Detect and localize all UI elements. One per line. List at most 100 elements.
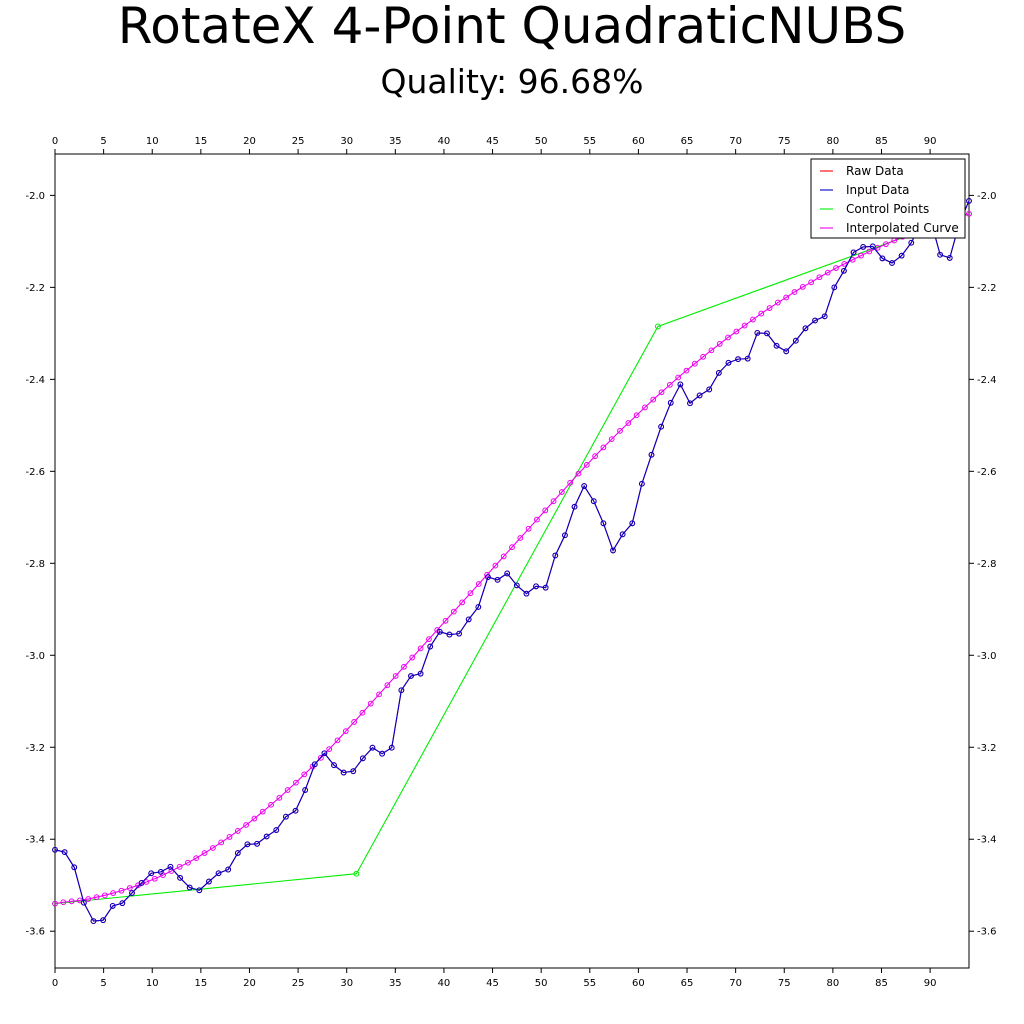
input-data-point <box>427 643 434 650</box>
input-data-line <box>54 200 970 922</box>
input-data-point <box>234 850 241 856</box>
input-data-point <box>831 284 838 291</box>
raw-data-line <box>54 200 970 922</box>
input-data-point <box>860 244 867 250</box>
y-tick-label-right: -2.4 <box>977 375 997 386</box>
interpolated-curve-point <box>417 645 424 652</box>
interpolated-curve-point <box>492 562 499 569</box>
interpolated-curve-point <box>268 801 274 808</box>
interpolated-curve-point <box>509 544 515 551</box>
interpolated-curve-point <box>326 746 333 752</box>
interpolated-curve-point <box>642 404 648 411</box>
input-data-point <box>533 583 539 590</box>
input-data-point <box>225 866 232 873</box>
input-data-point <box>446 631 453 638</box>
y-tick-label-left: -3.2 <box>25 743 45 754</box>
y-tick-label-right: -2.8 <box>977 559 997 570</box>
input-data-point <box>504 570 511 577</box>
interpolated-curve-point <box>201 850 208 856</box>
interpolated-curve-point <box>118 887 125 894</box>
interpolated-curve-point <box>218 839 225 846</box>
interpolated-curve-point <box>650 396 657 403</box>
x-tick-label-bottom: 25 <box>292 978 305 989</box>
plot-frame <box>54 153 970 969</box>
x-tick-label-bottom: 85 <box>875 978 888 989</box>
x-tick-label-bottom: 70 <box>729 978 742 989</box>
input-data-point <box>359 755 366 762</box>
input-data-point <box>283 813 289 820</box>
x-tick-label-top: 0 <box>52 136 58 147</box>
input-data-point <box>677 381 684 388</box>
input-data-point <box>715 370 722 376</box>
chart-title: RotateX 4-Point QuadraticNUBS <box>117 0 907 55</box>
interpolated-curve-point <box>625 420 632 426</box>
y-tick-label-right: -2.2 <box>977 283 997 294</box>
x-tick-label-bottom: 35 <box>389 978 402 989</box>
interpolated-curve-point <box>276 794 283 801</box>
plot-area <box>52 198 972 924</box>
control-points-line <box>54 213 970 905</box>
input-data-point <box>619 531 626 538</box>
interpolated-curve-point <box>401 663 407 670</box>
input-data-point <box>129 890 135 896</box>
input-data-point <box>80 899 87 906</box>
x-tick-label-top: 15 <box>194 136 207 147</box>
y-tick-label-right: -3.0 <box>977 651 997 662</box>
x-tick-label-top: 40 <box>438 136 451 147</box>
interpolated-curve-point <box>376 691 382 698</box>
y-tick-label-left: -2.0 <box>25 191 45 202</box>
interpolated-curve-point <box>816 274 823 281</box>
chart-subtitle: Quality: 96.68% <box>380 62 644 101</box>
interpolated-curve-point <box>517 535 524 541</box>
x-tick-label-bottom: 75 <box>778 978 791 989</box>
interpolated-curve-point <box>409 654 416 661</box>
input-data-point <box>331 762 337 769</box>
interpolated-curve-point <box>866 248 873 255</box>
x-tick-label-top: 25 <box>292 136 305 147</box>
input-data-point <box>889 260 895 266</box>
input-data-point <box>735 356 741 363</box>
input-data-point <box>350 768 357 775</box>
interpolated-curve-point <box>733 328 740 335</box>
input-data-point <box>119 900 126 907</box>
input-data-point <box>167 863 174 870</box>
control-points-point <box>654 323 661 330</box>
input-data-point <box>648 451 655 458</box>
input-data-point <box>562 532 568 539</box>
interpolated-curve-point <box>741 322 748 329</box>
input-data-point <box>542 584 549 591</box>
input-data-point <box>398 687 405 694</box>
interpolated-curve-point <box>617 427 623 434</box>
interpolated-curve-point <box>858 252 864 259</box>
x-tick-label-bottom: 55 <box>583 978 596 989</box>
x-tick-label-top: 75 <box>778 136 791 147</box>
interpolated-curve-point <box>209 845 216 851</box>
y-tick-label-left: -2.8 <box>25 559 45 570</box>
x-tick-label-top: 30 <box>340 136 353 147</box>
interpolated-curve-point <box>534 516 540 523</box>
x-tick-label-bottom: 80 <box>827 978 840 989</box>
input-data-point <box>475 604 482 610</box>
interpolated-curve-point <box>384 682 391 689</box>
interpolated-curve-point <box>459 599 466 606</box>
y-tick-label-right: -2.6 <box>977 467 997 478</box>
x-tick-label-top: 60 <box>632 136 645 147</box>
x-tick-label-bottom: 5 <box>100 978 106 989</box>
y-tick-label-left: -2.6 <box>25 467 45 478</box>
x-tick-label-bottom: 50 <box>535 978 548 989</box>
y-tick-label-right: -3.6 <box>977 927 997 938</box>
input-data-point <box>898 252 905 259</box>
input-data-point <box>417 670 424 677</box>
x-tick-label-top: 70 <box>729 136 742 147</box>
input-data-point <box>61 849 68 856</box>
input-data-point <box>465 616 472 623</box>
interpolated-curve-point <box>251 815 258 822</box>
legend-label: Input Data <box>846 183 910 197</box>
input-data-point <box>196 887 203 894</box>
interpolated-curve-point <box>600 444 607 451</box>
interpolated-curve-point <box>883 241 889 248</box>
input-data-point <box>456 630 462 637</box>
interpolated-curve-point <box>808 279 815 286</box>
input-data-point <box>71 864 78 871</box>
input-data-point <box>311 761 318 768</box>
